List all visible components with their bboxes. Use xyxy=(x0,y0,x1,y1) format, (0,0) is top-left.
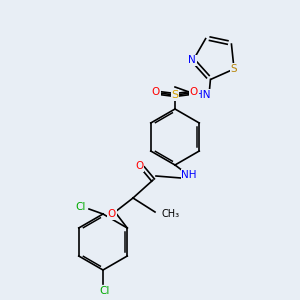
Text: NH: NH xyxy=(181,170,197,180)
Text: O: O xyxy=(135,161,143,171)
Text: CH₃: CH₃ xyxy=(161,209,179,219)
Text: Cl: Cl xyxy=(76,202,86,212)
Text: S: S xyxy=(171,90,178,100)
Text: O: O xyxy=(152,87,160,97)
Text: N: N xyxy=(188,55,196,65)
Text: O: O xyxy=(190,87,198,97)
Text: HN: HN xyxy=(195,89,210,100)
Text: O: O xyxy=(108,209,116,219)
Text: S: S xyxy=(231,64,237,74)
Text: Cl: Cl xyxy=(100,286,110,296)
